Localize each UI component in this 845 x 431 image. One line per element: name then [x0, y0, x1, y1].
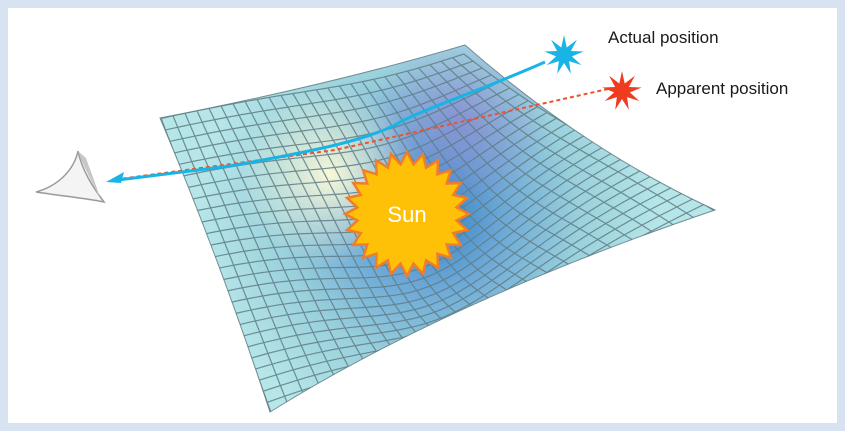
- grid-line: [247, 173, 655, 348]
- actual-star-icon: [544, 35, 584, 74]
- grid-line: [406, 70, 626, 257]
- sun-label: Sun: [387, 202, 426, 227]
- grid-line: [384, 76, 590, 278]
- grid-line: [395, 73, 608, 268]
- grid-line: [418, 67, 644, 248]
- grid-line: [230, 151, 615, 303]
- arrowhead: [106, 172, 124, 183]
- grid-line: [429, 64, 662, 238]
- sun: Sun: [342, 149, 472, 279]
- apparent-star-icon: [602, 71, 642, 110]
- actual-position-label: Actual position: [608, 28, 719, 47]
- sun-burst-shape: [342, 149, 472, 279]
- grid-line: [373, 78, 573, 289]
- light-paths: [106, 60, 609, 183]
- grid-line: [251, 179, 665, 359]
- grid-line: [235, 156, 625, 315]
- apparent-position-label: Apparent position: [656, 79, 788, 98]
- grid-line: [243, 168, 645, 337]
- grid-line: [239, 162, 635, 326]
- grid-line: [440, 60, 679, 229]
- actual-light-path: [117, 60, 546, 182]
- eye-icon: [35, 150, 106, 204]
- grid-line: [452, 57, 697, 220]
